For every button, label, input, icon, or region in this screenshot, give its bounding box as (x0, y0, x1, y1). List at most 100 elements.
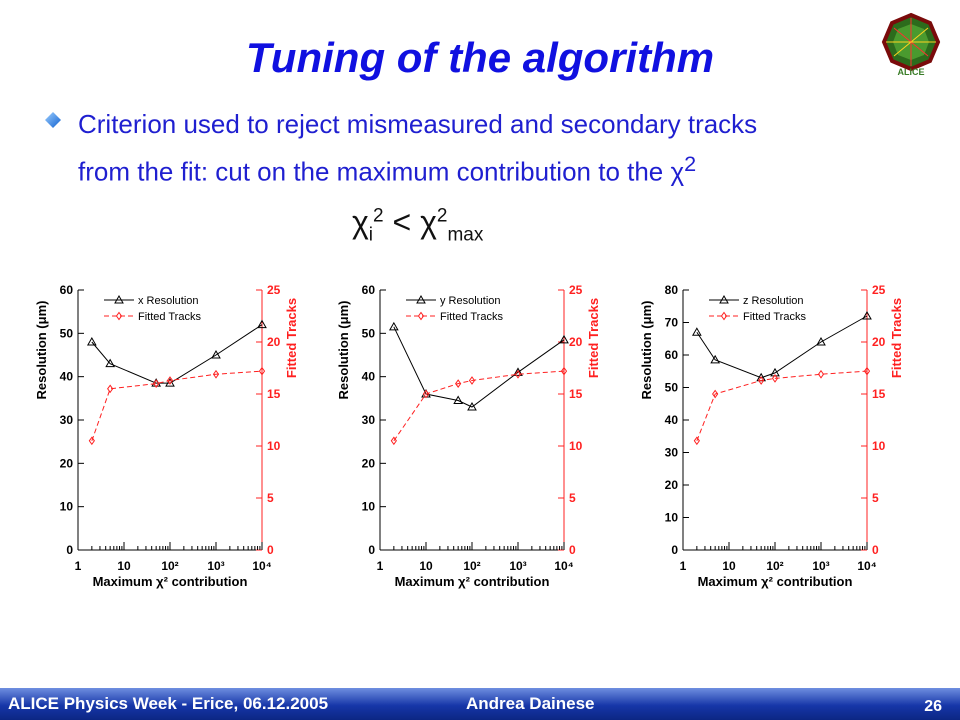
y2-tick-label: 10 (872, 439, 886, 453)
bullet-line-1: Criterion used to reject mismeasured and… (78, 109, 758, 139)
y-tick-label: 10 (362, 500, 376, 514)
y2-axis-label: Fitted Tracks (586, 298, 601, 378)
y2-tick-label: 5 (267, 491, 274, 505)
logo-text: ALICE (898, 67, 925, 76)
fitted-tracks-point (514, 369, 522, 379)
y-tick-label: 40 (362, 370, 376, 384)
legend-marker-resolution (719, 294, 729, 304)
y2-tick-label: 20 (569, 335, 583, 349)
y-tick-label: 0 (671, 543, 678, 557)
y-tick-label: 40 (665, 413, 679, 427)
chi-symbol: χ (670, 156, 685, 187)
y-axis-label: Resolution (μm) (336, 301, 351, 400)
resolution-point (691, 327, 702, 336)
bullet-text: Criterion used to reject mismeasured and… (78, 104, 938, 192)
resolution-line (696, 315, 868, 379)
y-tick-label: 60 (60, 283, 74, 297)
fitted-tracks-point (468, 376, 476, 385)
y2-axis-label: Fitted Tracks (284, 298, 299, 378)
y-tick-label: 30 (362, 413, 376, 427)
resolution-point (710, 354, 721, 364)
resolution-point (105, 358, 116, 368)
fitted-tracks-point (863, 366, 871, 376)
resolution-point (862, 310, 872, 320)
x-tick-label: 10⁴ (857, 559, 876, 573)
alice-logo-icon: ALICE (881, 12, 941, 76)
legend-marker-fitted (115, 311, 123, 321)
fitted-tracks-point (712, 389, 719, 399)
x-axis-label: Maximum χ² contribution (93, 574, 248, 589)
resolution-point (388, 321, 399, 331)
resolution-point (86, 336, 97, 346)
footer-bar: ALICE Physics Week - Erice, 06.12.2005 A… (0, 688, 960, 720)
resolution-line (91, 324, 263, 384)
legend-label-fitted: Fitted Tracks (138, 311, 201, 323)
fitted-tracks-point (258, 366, 266, 376)
legend-marker-resolution (114, 294, 124, 304)
x-tick-label: 10 (722, 559, 736, 573)
x-tick-label: 10⁴ (554, 559, 573, 573)
fitted-tracks-line (696, 370, 868, 441)
fitted-tracks-point (153, 379, 160, 388)
legend: x Resolution Fitted Tracks (104, 294, 201, 323)
y-tick-label: 60 (362, 283, 376, 297)
formula-sup-2-max: 2 (436, 205, 448, 227)
fitted-tracks-point (422, 389, 430, 399)
legend-marker-resolution (416, 294, 426, 304)
y-tick-label: 0 (66, 543, 73, 557)
y2-tick-label: 15 (267, 387, 281, 401)
legend: z Resolution Fitted Tracks (709, 294, 806, 323)
y-tick-label: 0 (368, 543, 375, 557)
fitted-tracks-point (166, 376, 174, 385)
chart-panel-2: 0 10 20 30 40 50 60 0 5 10 15 20 25 1 10 10² 10³ 10⁴ Maxim… (336, 283, 601, 589)
legend-label-resolution: y Resolution (440, 295, 501, 307)
legend-label-fitted: Fitted Tracks (440, 311, 503, 323)
resolution-point (257, 319, 267, 329)
x-tick-label: 10³ (207, 559, 224, 573)
formula-sup-2: 2 (373, 205, 384, 227)
fitted-tracks-point (771, 374, 779, 383)
bullet-line-2: from the fit: cut on the maximum contrib… (78, 156, 671, 187)
legend-marker-fitted (720, 311, 728, 321)
y2-tick-label: 5 (872, 491, 879, 505)
y2-tick-label: 0 (872, 543, 879, 557)
bullet-diamond-icon (45, 112, 61, 128)
y-tick-label: 50 (60, 326, 74, 340)
x-axis-label: Maximum χ² contribution (698, 574, 853, 589)
legend-label-resolution: x Resolution (138, 295, 199, 307)
resolution-point (467, 401, 477, 411)
y2-tick-label: 10 (267, 439, 281, 453)
footer-author: Andrea Dainese (466, 694, 595, 713)
fitted-tracks-point (693, 436, 700, 446)
resolution-point (559, 334, 569, 344)
x-tick-label: 10² (161, 559, 178, 573)
y2-tick-label: 0 (267, 543, 274, 557)
y2-tick-label: 10 (569, 439, 583, 453)
resolution-point (513, 367, 523, 376)
chi-exponent: 2 (684, 151, 697, 176)
fitted-tracks-point (390, 436, 397, 446)
x-tick-label: 1 (377, 559, 384, 573)
footer-event: ALICE Physics Week - Erice, 06.12.2005 (8, 694, 329, 713)
legend-label-fitted: Fitted Tracks (743, 311, 806, 323)
fitted-tracks-point (817, 369, 825, 379)
x-tick-label: 10² (766, 559, 783, 573)
y-tick-label: 10 (665, 511, 679, 525)
y-axis-label: Resolution (μm) (639, 301, 654, 400)
y-tick-label: 50 (362, 326, 376, 340)
y2-tick-label: 20 (267, 335, 281, 349)
resolution-point (453, 395, 464, 404)
fitted-tracks-point (455, 379, 462, 388)
y2-tick-label: 25 (872, 283, 886, 297)
legend-marker-fitted (417, 311, 425, 321)
formula-less-than: < (383, 204, 421, 240)
fitted-tracks-point (88, 436, 95, 446)
y2-tick-label: 15 (872, 387, 886, 401)
y2-tick-label: 20 (872, 335, 886, 349)
x-tick-label: 1 (75, 559, 82, 573)
slide-title: Tuning of the algorithm (245, 34, 715, 81)
fitted-tracks-point (758, 376, 765, 385)
resolution-point (165, 378, 175, 387)
fitted-tracks-point (212, 369, 220, 379)
y-tick-label: 10 (60, 500, 74, 514)
